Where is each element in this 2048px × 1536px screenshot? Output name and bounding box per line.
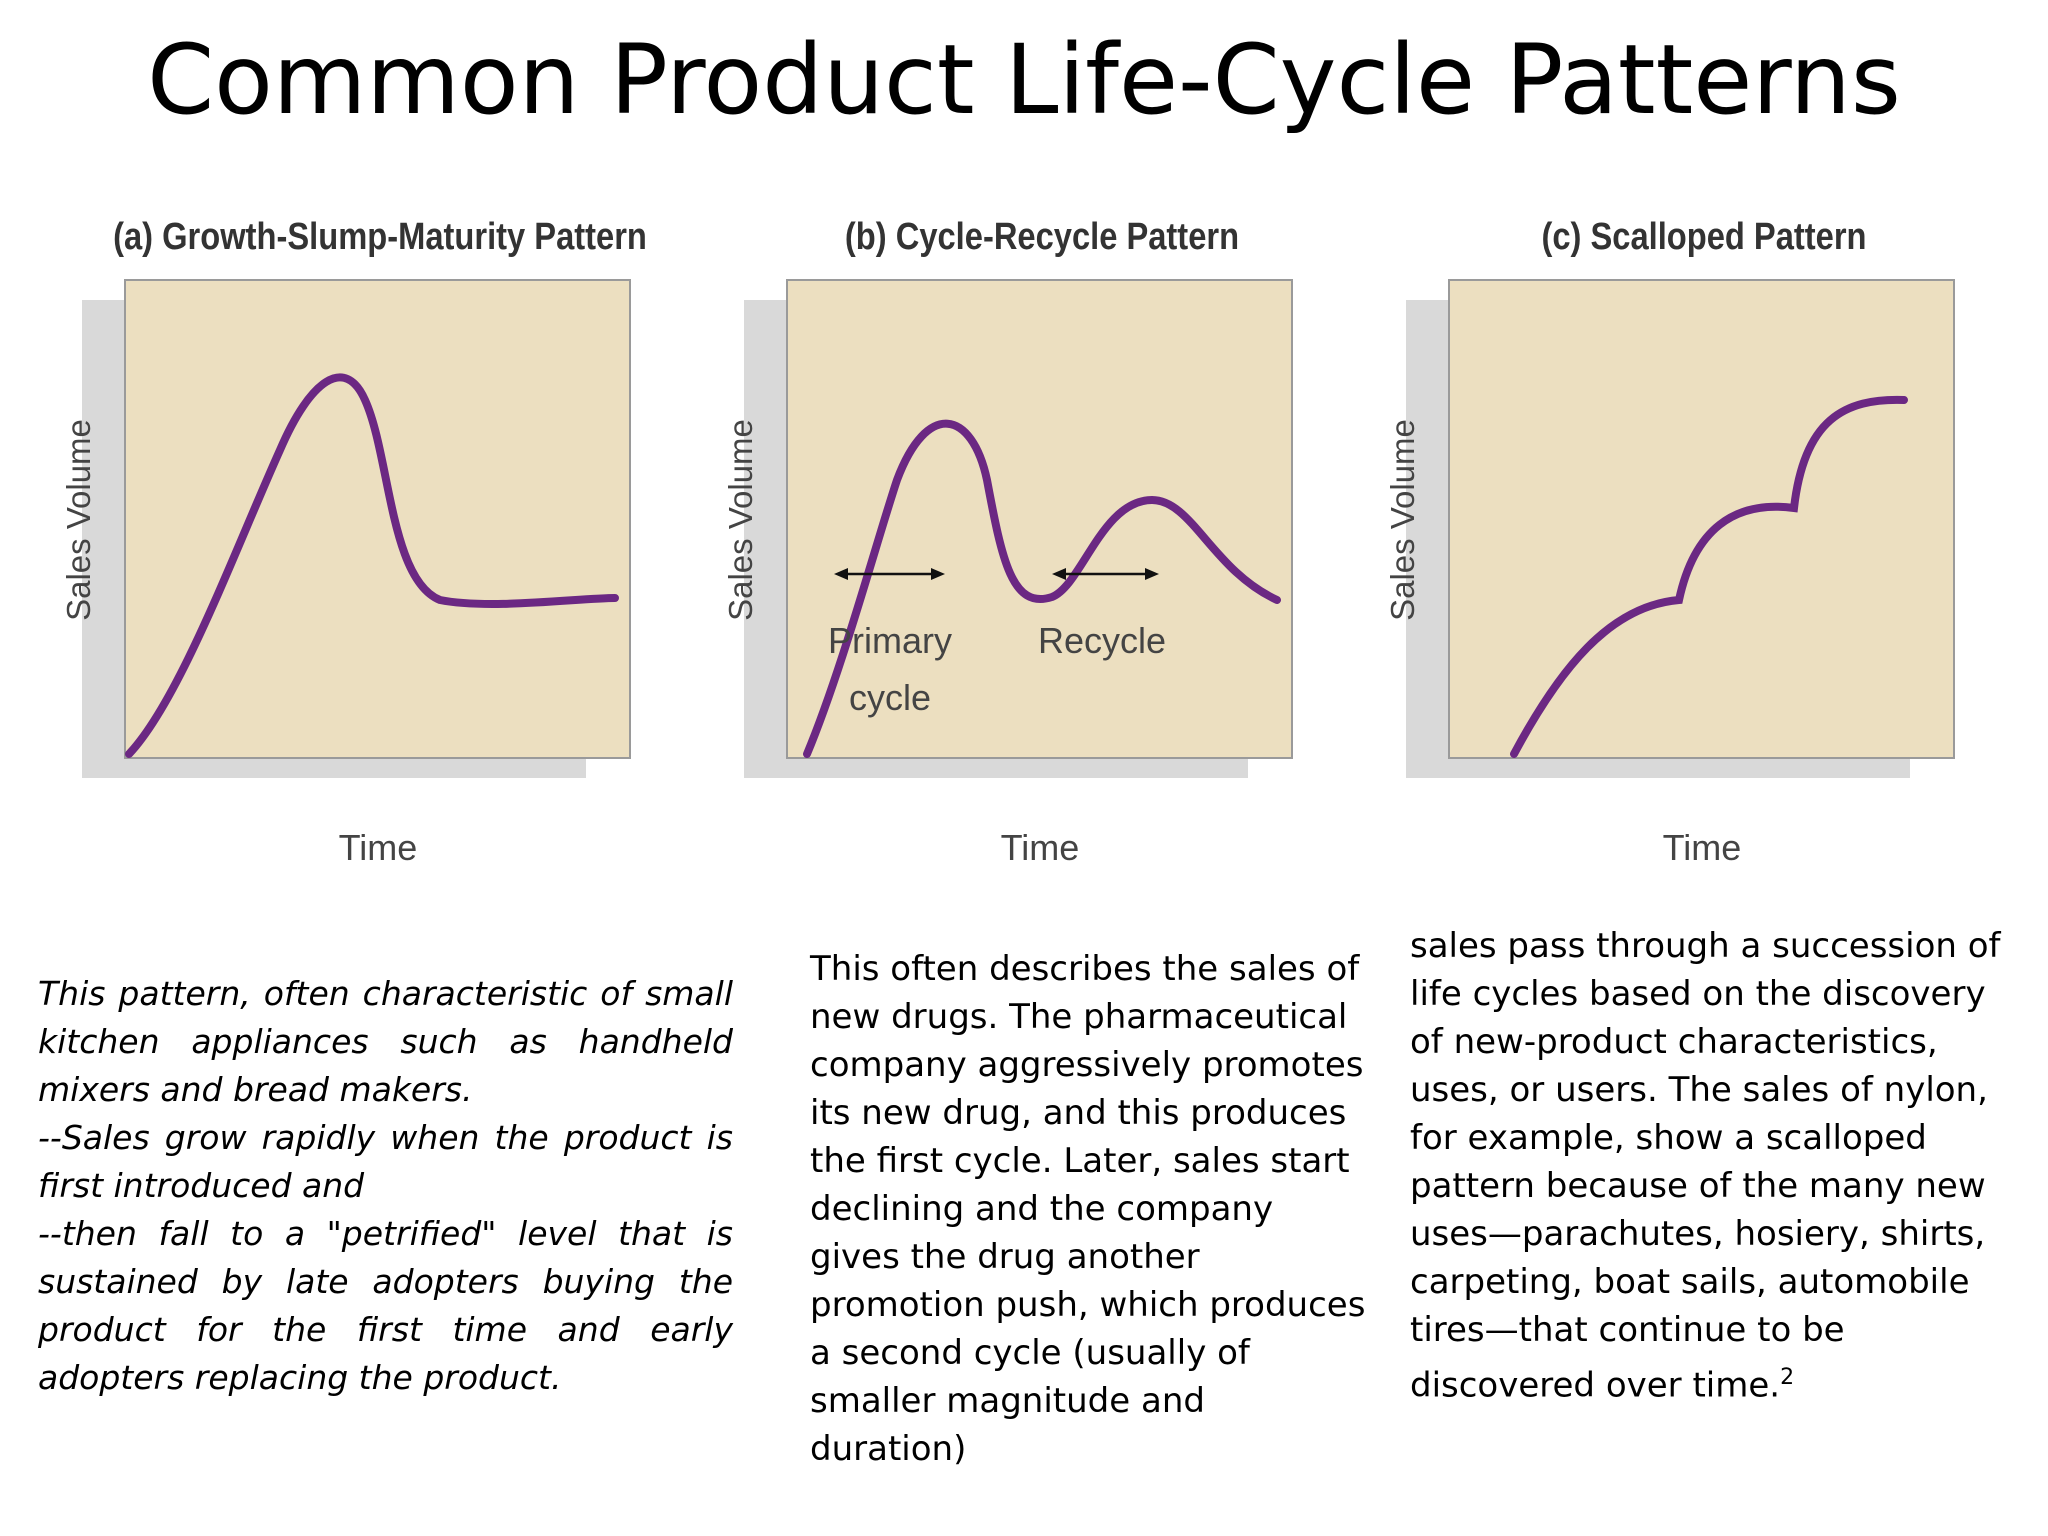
chart-growth-slump-maturity: Sales Volume Time [60, 279, 631, 868]
panel-title: (a) Growth-Slump-Maturity Pattern [113, 216, 647, 258]
description-line: sustained by late adopters buying the [38, 1262, 733, 1301]
description-cycle-recycle: This often describes the sales of new dr… [810, 945, 1370, 1473]
chart-scalloped: Sales Volume Time [1384, 279, 1955, 868]
description-text: sales pass through a succession of life … [1410, 926, 2001, 1406]
plot-area [786, 279, 1293, 759]
description-line: This pattern, often characteristic of sm… [38, 974, 733, 1013]
recycle-arrow [1052, 568, 1159, 580]
primary-cycle-label: Primary [828, 620, 952, 661]
chart-cycle-recycle: Primary cycle Recycle Sales Volume Time [722, 279, 1293, 868]
sales-curve [803, 419, 1281, 758]
footnote-marker: 2 [1780, 1365, 1795, 1390]
plot-area [1448, 279, 1955, 759]
description-scalloped: sales pass through a succession of life … [1410, 922, 2010, 1409]
description-growth-slump-maturity: This pattern, often characteristic of sm… [38, 970, 733, 1402]
x-axis-label: Time [339, 827, 418, 868]
x-axis-label: Time [1663, 827, 1742, 868]
primary-cycle-label-line2: cycle [849, 677, 931, 718]
description-line: first introduced and [38, 1166, 365, 1205]
panel-growth-slump-maturity: (a) Growth-Slump-Maturity Pattern Sales … [60, 210, 700, 890]
description-line: --then fall to a "petrified" level that … [38, 1214, 733, 1253]
primary-cycle-arrow [834, 568, 945, 580]
y-axis-label: Sales Volume [722, 419, 759, 621]
panel-title: (b) Cycle-Recycle Pattern [844, 216, 1240, 258]
panel-cycle-recycle: (b) Cycle-Recycle Pattern Primary cycle … [722, 210, 1362, 890]
sales-curve [125, 373, 619, 758]
panel-title: (c) Scalloped Pattern [1541, 216, 1867, 258]
x-axis-label: Time [1001, 827, 1080, 868]
sales-curve [1510, 395, 1908, 758]
description-line: adopters replacing the product. [38, 1358, 562, 1397]
y-axis-label: Sales Volume [1384, 419, 1421, 621]
y-axis-label: Sales Volume [60, 419, 97, 621]
recycle-label: Recycle [1038, 620, 1166, 661]
description-line: product for the first time and early [38, 1310, 733, 1349]
slide-title: Common Product Life-Cycle Patterns [147, 24, 1901, 136]
description-line: --Sales grow rapidly when the product is [38, 1118, 733, 1157]
description-line: mixers and bread makers. [38, 1070, 473, 1109]
plot-area [124, 279, 631, 759]
description-line: kitchen appliances such as handheld [38, 1022, 733, 1061]
description-text: This often describes the sales of new dr… [810, 949, 1366, 1469]
panel-scalloped: (c) Scalloped Pattern Sales Volume Time [1384, 210, 2024, 890]
